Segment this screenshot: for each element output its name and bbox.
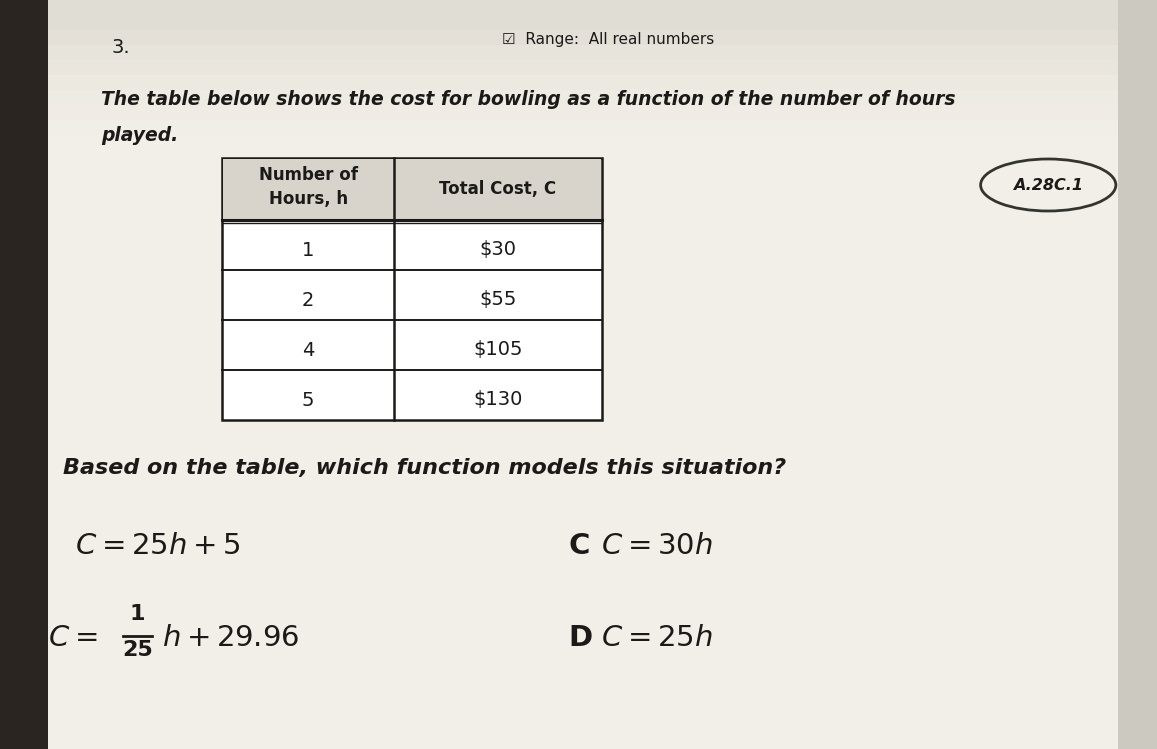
Bar <box>0 0 64 749</box>
Bar <box>49 0 1118 135</box>
Text: $h+29.96$: $h+29.96$ <box>162 624 300 652</box>
Bar <box>0 0 79 749</box>
Bar <box>0 0 84 749</box>
Text: A.28C.1: A.28C.1 <box>1014 178 1083 192</box>
Bar <box>49 0 1118 75</box>
Text: 2: 2 <box>302 291 315 309</box>
Bar <box>222 158 602 420</box>
Bar <box>0 0 116 749</box>
Bar <box>49 0 1118 90</box>
Bar <box>0 0 61 749</box>
Bar <box>0 0 40 749</box>
Bar <box>0 0 53 749</box>
Bar <box>0 0 69 749</box>
Text: $C=25h$: $C=25h$ <box>600 624 713 652</box>
Bar <box>0 0 81 749</box>
Text: $105: $105 <box>473 341 523 360</box>
Text: ☑  Range:  All real numbers: ☑ Range: All real numbers <box>502 32 715 47</box>
Bar <box>49 0 1118 45</box>
Bar <box>0 0 110 749</box>
Bar <box>0 0 104 749</box>
Text: 5: 5 <box>302 390 315 410</box>
Bar <box>0 0 108 749</box>
Bar <box>0 0 113 749</box>
Bar <box>0 0 32 749</box>
Bar <box>0 0 56 749</box>
Bar <box>0 0 50 749</box>
Bar <box>49 0 1118 105</box>
Bar <box>0 0 44 749</box>
Text: $130: $130 <box>473 390 523 410</box>
Text: $55: $55 <box>479 291 517 309</box>
Text: $30: $30 <box>479 240 516 259</box>
Bar <box>0 0 87 749</box>
Bar <box>0 0 75 749</box>
Text: played.: played. <box>102 126 178 145</box>
Bar <box>49 0 1118 120</box>
Bar <box>0 0 73 749</box>
Text: $C=$: $C=$ <box>49 624 97 652</box>
Text: $C=25h+5$: $C=25h+5$ <box>75 532 241 560</box>
Bar <box>0 0 38 749</box>
Bar <box>0 0 58 749</box>
Text: 4: 4 <box>302 341 315 360</box>
Text: Based on the table, which function models this situation?: Based on the table, which function model… <box>62 458 786 478</box>
Text: D: D <box>568 624 592 652</box>
Bar <box>0 0 93 749</box>
Text: 3.: 3. <box>111 38 130 57</box>
Bar <box>49 0 1118 60</box>
Bar <box>0 0 46 749</box>
Bar <box>0 0 35 749</box>
Text: C: C <box>568 532 589 560</box>
Bar <box>0 0 102 749</box>
Bar <box>0 0 96 749</box>
Bar <box>0 0 52 749</box>
Bar <box>0 0 67 749</box>
Ellipse shape <box>981 159 1115 211</box>
Text: $C=30h$: $C=30h$ <box>600 532 713 560</box>
Bar <box>0 0 90 749</box>
Text: 25: 25 <box>121 640 153 660</box>
Bar <box>0 0 98 749</box>
Bar <box>49 0 1118 30</box>
Text: The table below shows the cost for bowling as a function of the number of hours: The table below shows the cost for bowli… <box>102 90 956 109</box>
Bar <box>223 159 600 220</box>
Text: Total Cost, C: Total Cost, C <box>440 180 557 198</box>
Text: Number of
Hours, h: Number of Hours, h <box>259 166 358 207</box>
Text: 1: 1 <box>130 604 145 624</box>
Text: 1: 1 <box>302 240 315 259</box>
